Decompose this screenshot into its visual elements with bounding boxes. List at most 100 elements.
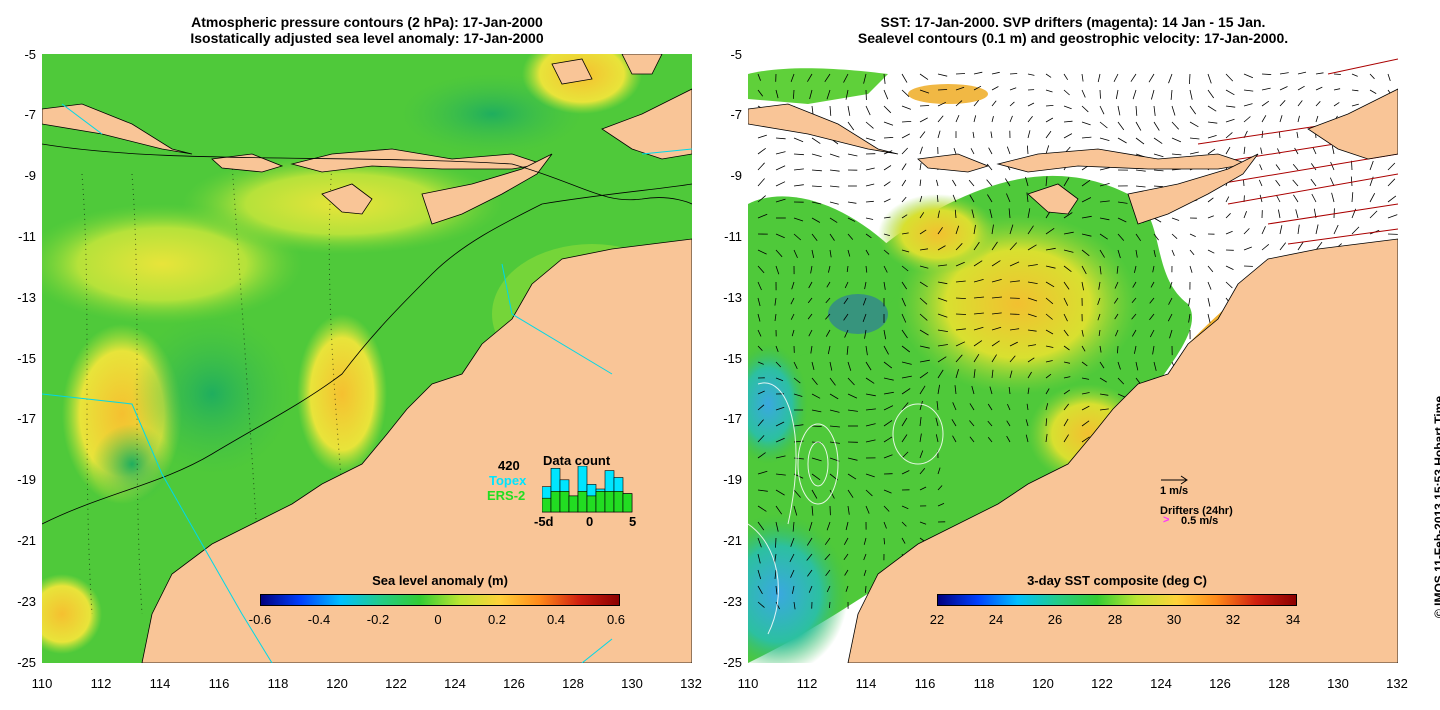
- velocity-vector: [987, 436, 993, 443]
- velocity-vector: [973, 353, 980, 363]
- velocity-vector: [971, 209, 975, 219]
- velocity-vector: [919, 146, 923, 155]
- velocity-vector: [901, 265, 909, 272]
- velocity-vector: [1117, 361, 1121, 370]
- velocity-vector: [937, 245, 946, 251]
- left-x-tick: 112: [90, 676, 112, 691]
- velocity-vector: [919, 162, 922, 171]
- velocity-vector: [1099, 265, 1102, 275]
- velocity-vector: [973, 260, 983, 267]
- velocity-vector: [1189, 73, 1191, 85]
- velocity-vector: [1004, 178, 1011, 187]
- velocity-vector: [973, 312, 984, 315]
- velocity-vector: [757, 470, 768, 475]
- velocity-vector: [775, 585, 778, 595]
- velocity-vector: [810, 345, 813, 354]
- velocity-vector: [1009, 261, 1020, 267]
- velocity-vector: [991, 224, 994, 235]
- velocity-vector: [937, 73, 948, 77]
- velocity-vector: [1063, 329, 1069, 337]
- velocity-vector: [883, 121, 894, 126]
- right-x-tick: 118: [973, 676, 995, 691]
- velocity-vector: [883, 73, 886, 84]
- velocity-vector: [1171, 233, 1178, 239]
- velocity-vector: [775, 473, 786, 476]
- right-x-tick: 112: [796, 676, 818, 691]
- velocity-vector: [865, 423, 876, 427]
- velocity-vector: [1225, 118, 1235, 123]
- velocity-vector: [1063, 120, 1073, 123]
- velocity-vector: [810, 265, 813, 274]
- velocity-vector: [793, 153, 804, 156]
- velocity-vector: [808, 521, 813, 532]
- velocity-vector: [790, 73, 795, 83]
- velocity-vector: [883, 420, 893, 427]
- velocity-vector: [987, 420, 993, 427]
- velocity-vector: [793, 184, 804, 187]
- velocity-vector: [829, 185, 840, 188]
- velocity-vector: [845, 521, 849, 531]
- velocity-vector: [1009, 87, 1017, 91]
- velocity-vector: [1351, 89, 1359, 92]
- velocity-vector: [1097, 73, 1101, 83]
- velocity-vector: [1153, 249, 1156, 257]
- velocity-vector: [883, 405, 894, 411]
- velocity-vector: [1275, 194, 1281, 203]
- velocity-vector: [1045, 433, 1048, 443]
- velocity-vector: [883, 198, 891, 203]
- velocity-vector: [973, 279, 984, 283]
- velocity-vector: [1081, 392, 1090, 395]
- velocity-vector: [1045, 281, 1055, 288]
- drifters-label: Drifters (24hr): [1160, 505, 1233, 517]
- velocity-vector: [1135, 121, 1142, 131]
- left-colorbar-label: -0.6: [248, 612, 272, 627]
- velocity-vector: [919, 433, 922, 443]
- velocity-vector: [955, 86, 965, 91]
- velocity-vector: [1081, 361, 1088, 367]
- velocity-vector: [843, 313, 849, 321]
- sea-level-anomaly-map: [42, 54, 692, 663]
- velocity-vector: [1063, 345, 1070, 351]
- data-count-title: Data count: [543, 453, 611, 468]
- velocity-vector: [1026, 192, 1029, 203]
- velocity-vector: [846, 265, 849, 273]
- velocity-vector: [919, 297, 928, 305]
- velocity-vector: [811, 457, 822, 462]
- velocity-vector: [991, 279, 1002, 283]
- velocity-vector: [991, 100, 997, 107]
- velocity-vector: [1063, 177, 1070, 187]
- velocity-vector: [1279, 100, 1286, 107]
- velocity-vector: [1045, 297, 1054, 305]
- velocity-vector: [951, 419, 957, 427]
- right-x-tick: 116: [914, 676, 936, 691]
- velocity-vector: [1081, 405, 1090, 411]
- velocity-vector: [919, 521, 927, 525]
- left-y-tick: -13: [17, 290, 36, 305]
- velocity-vector: [1207, 148, 1216, 155]
- velocity-vector: [901, 361, 912, 365]
- velocity-vector: [863, 537, 867, 545]
- velocity-vector: [883, 249, 890, 255]
- velocity-vector: [1027, 73, 1035, 76]
- velocity-vector: [775, 265, 780, 275]
- velocity-vector: [1331, 145, 1335, 155]
- velocity-vector: [843, 73, 849, 83]
- velocity-vector: [1207, 313, 1211, 323]
- velocity-vector: [1315, 241, 1323, 251]
- velocity-vector: [1006, 420, 1011, 427]
- velocity-vector: [1063, 73, 1069, 81]
- velocity-vector: [865, 217, 874, 220]
- right-y-tick: -5: [730, 47, 742, 62]
- velocity-vector: [1007, 403, 1011, 411]
- velocity-vector: [1063, 89, 1070, 96]
- velocity-vector: [807, 297, 813, 304]
- velocity-vector: [1099, 105, 1105, 115]
- velocity-vector: [1025, 434, 1029, 443]
- velocity-vector: [1081, 121, 1091, 126]
- velocity-vector: [955, 341, 966, 347]
- ers2-count-bar: [595, 490, 606, 513]
- velocity-vector: [1009, 242, 1017, 251]
- velocity-vector: [1171, 105, 1176, 116]
- velocity-vector: [901, 105, 912, 110]
- velocity-vector: [987, 403, 993, 411]
